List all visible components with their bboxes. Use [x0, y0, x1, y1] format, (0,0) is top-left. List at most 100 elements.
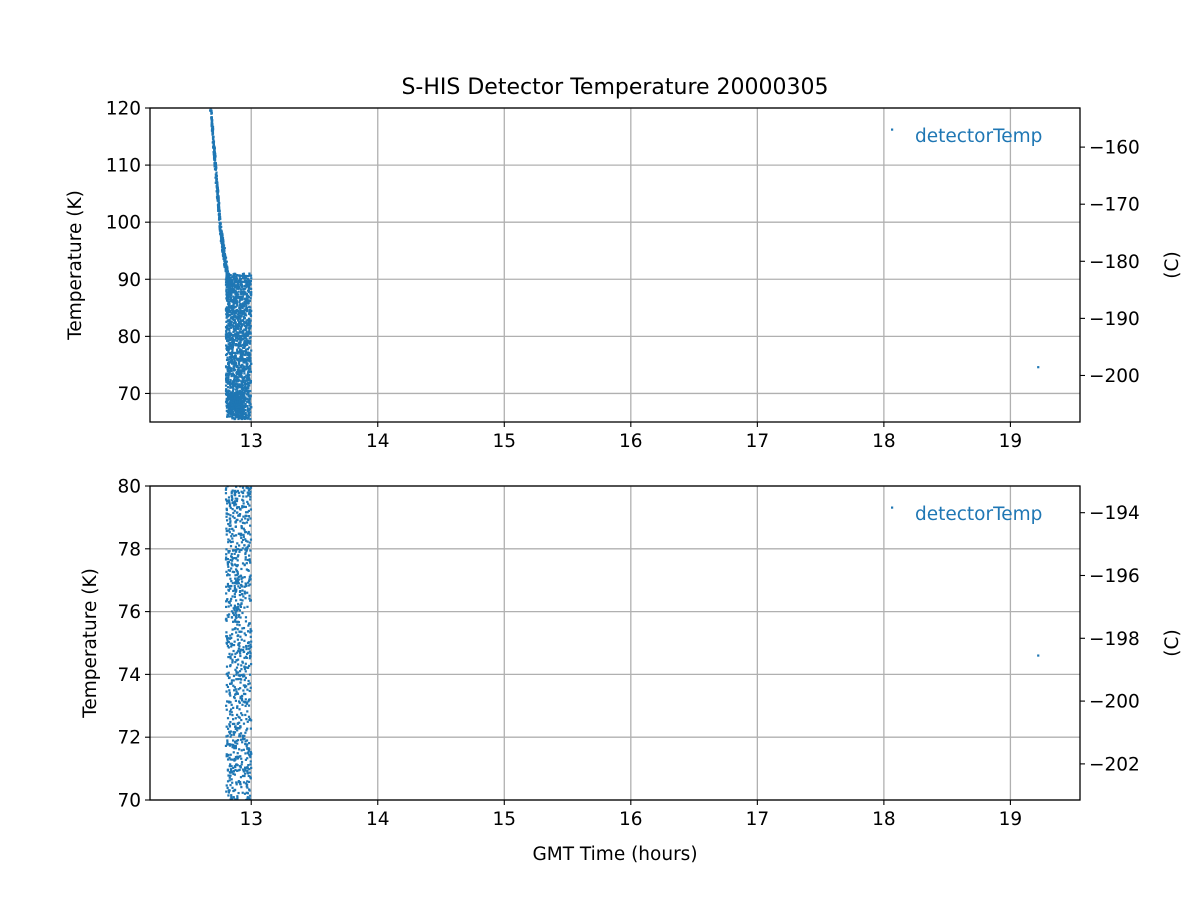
data-point: [249, 645, 253, 648]
data-point: [237, 346, 240, 349]
data-point: [241, 369, 244, 373]
data-point: [237, 715, 240, 718]
data-point: [249, 777, 252, 780]
data-point: [233, 375, 236, 378]
data-point: [235, 588, 238, 591]
data-point: [246, 324, 249, 327]
data-point: [236, 357, 240, 360]
data-point: [212, 146, 215, 150]
data-point: [247, 679, 250, 683]
data-point: [240, 580, 244, 583]
data-point: [223, 256, 227, 259]
data-point: [243, 522, 246, 525]
data-point: [247, 341, 250, 344]
data-point: [226, 674, 229, 677]
upper-data-points: [209, 108, 1040, 421]
data-point: [233, 315, 236, 318]
data-point: [247, 330, 250, 333]
upper-y-tick-label: 90: [117, 270, 141, 291]
data-point: [231, 318, 234, 321]
data-point: [235, 364, 239, 367]
data-point: [229, 665, 232, 668]
data-point: [227, 551, 230, 554]
data-point: [228, 700, 231, 703]
data-point: [249, 403, 252, 406]
data-point: [237, 700, 241, 703]
data-point: [228, 370, 231, 373]
data-point: [225, 308, 228, 311]
data-point: [247, 352, 250, 355]
data-point: [249, 727, 252, 730]
upper-y2-tick-label: −170: [1089, 195, 1140, 216]
data-point: [229, 276, 232, 280]
data-point: [244, 353, 247, 357]
data-point: [244, 348, 248, 351]
data-point: [247, 339, 250, 343]
data-point: [240, 638, 243, 641]
data-point: [235, 507, 239, 510]
data-point: [239, 695, 242, 698]
data-point: [222, 251, 225, 254]
data-point: [244, 670, 247, 673]
data-point: [248, 622, 251, 625]
data-point: [235, 334, 238, 337]
data-point: [243, 350, 247, 353]
data-point: [236, 795, 239, 798]
data-point: [231, 540, 234, 543]
data-point: [227, 375, 230, 378]
lower-y-tick-label: 76: [117, 602, 141, 623]
data-point: [230, 535, 233, 538]
data-point: [235, 620, 238, 623]
data-point: [246, 348, 250, 351]
data-point: [246, 275, 249, 278]
data-point: [243, 370, 246, 373]
data-point: [241, 295, 244, 298]
data-point: [239, 327, 242, 330]
data-point: [249, 643, 252, 646]
data-point: [237, 491, 240, 494]
data-point: [229, 391, 232, 394]
data-point: [232, 751, 235, 754]
data-point: [225, 380, 228, 384]
data-point: [244, 335, 248, 338]
data-point: [229, 545, 233, 548]
data-point: [229, 701, 232, 704]
data-point: [247, 683, 250, 686]
data-point: [235, 609, 239, 612]
data-point: [233, 339, 236, 342]
data-point: [226, 685, 230, 689]
data-point: [237, 416, 240, 419]
data-point: [240, 297, 243, 300]
data-point: [245, 286, 248, 289]
data-point: [228, 292, 231, 295]
data-point: [228, 743, 231, 746]
data-point: [227, 584, 230, 588]
data-point: [225, 309, 228, 312]
data-point: [231, 311, 234, 314]
data-point: [245, 397, 248, 400]
data-point: [236, 317, 239, 320]
data-point: [241, 272, 245, 276]
data-point: [233, 606, 236, 609]
data-point: [232, 356, 235, 360]
data-point: [233, 503, 236, 506]
upper-grid: [150, 107, 1080, 422]
data-point: [247, 278, 250, 281]
data-point: [241, 402, 244, 405]
data-point: [246, 771, 249, 774]
data-point: [224, 278, 228, 281]
data-point: [239, 616, 242, 619]
data-point: [227, 335, 230, 338]
data-point: [242, 394, 246, 397]
data-point: [245, 550, 248, 553]
data-point: [246, 366, 249, 369]
data-point: [233, 509, 236, 512]
data-point: [230, 645, 233, 648]
data-point: [225, 790, 228, 793]
data-point: [225, 499, 229, 502]
data-point: [237, 293, 240, 296]
data-point: [227, 395, 230, 398]
lower-y2-tick-label: −200: [1089, 692, 1140, 713]
data-point: [242, 700, 245, 703]
data-point: [227, 303, 230, 306]
